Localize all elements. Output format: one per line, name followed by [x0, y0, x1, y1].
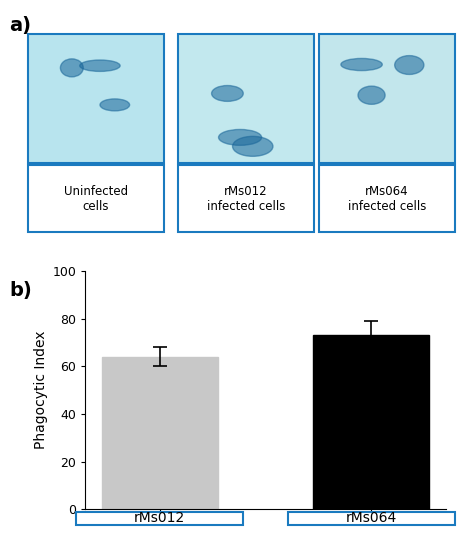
- FancyBboxPatch shape: [288, 512, 455, 525]
- Bar: [313, 335, 429, 509]
- Ellipse shape: [341, 59, 382, 70]
- Ellipse shape: [358, 86, 385, 104]
- FancyBboxPatch shape: [319, 165, 456, 232]
- FancyBboxPatch shape: [27, 165, 164, 232]
- Ellipse shape: [211, 86, 243, 101]
- FancyBboxPatch shape: [178, 34, 314, 163]
- Bar: [102, 357, 218, 509]
- FancyBboxPatch shape: [178, 165, 314, 232]
- Text: Uninfected
cells: Uninfected cells: [64, 185, 128, 213]
- Y-axis label: Phagocytic Index: Phagocytic Index: [34, 331, 48, 449]
- Text: rMs064: rMs064: [346, 512, 397, 525]
- Text: rMs012: rMs012: [134, 512, 185, 525]
- Ellipse shape: [219, 130, 262, 145]
- FancyBboxPatch shape: [319, 34, 456, 163]
- Ellipse shape: [395, 56, 424, 74]
- Text: a): a): [9, 16, 31, 35]
- Ellipse shape: [80, 60, 120, 72]
- Ellipse shape: [233, 137, 273, 156]
- Text: rMs012
infected cells: rMs012 infected cells: [207, 185, 285, 213]
- FancyBboxPatch shape: [27, 34, 164, 163]
- FancyBboxPatch shape: [76, 512, 243, 525]
- Text: b): b): [9, 281, 32, 300]
- Text: rMs064
infected cells: rMs064 infected cells: [348, 185, 426, 213]
- Ellipse shape: [100, 99, 129, 111]
- Ellipse shape: [60, 59, 83, 77]
